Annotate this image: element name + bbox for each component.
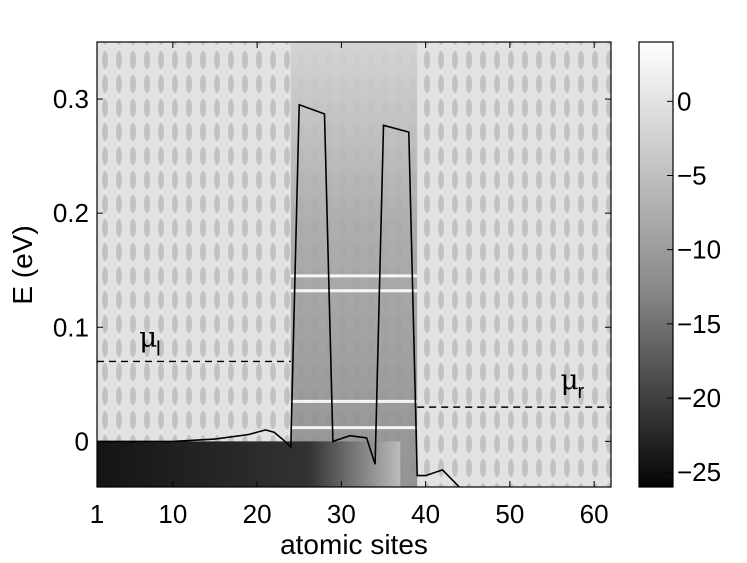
colorbar-ticks: 0 −5 −10 −15 −20 −25 — [667, 86, 721, 487]
bottom-left-region — [97, 441, 401, 487]
colorbar-tick-label: −15 — [677, 309, 721, 339]
plot-area — [96, 41, 612, 488]
colorbar: 0 −5 −10 −15 −20 −25 — [638, 41, 721, 488]
heatmap-shading — [97, 42, 418, 487]
y-axis-title: E (eV) — [7, 225, 38, 304]
colorbar-tick-label: −5 — [677, 161, 707, 191]
x-tick-label: 1 — [90, 499, 104, 529]
x-tick-label: 40 — [411, 499, 440, 529]
chemical-potential-subscript: r — [577, 381, 584, 403]
plot-frame — [96, 41, 612, 488]
band-profile-line — [97, 103, 463, 487]
x-tick-label: 30 — [327, 499, 356, 529]
resonance-levels — [290, 274, 418, 430]
x-axis: 1 10 20 30 40 50 60 — [90, 42, 609, 529]
x-tick-label: 20 — [243, 499, 272, 529]
chemical-potential-label: μ — [560, 363, 578, 396]
y-tick-label: 0.1 — [53, 312, 89, 342]
y-tick-label: 0.3 — [53, 84, 89, 114]
chemical-potential-label: μ — [139, 320, 157, 353]
colorbar-gradient — [638, 41, 674, 488]
colorbar-tick-label: 0 — [677, 86, 691, 116]
barrier-region — [290, 42, 418, 487]
colorbar-tick-label: −10 — [677, 235, 721, 265]
x-axis-title: atomic sites — [280, 529, 428, 560]
chemical-potential-subscript: l — [156, 338, 160, 360]
y-tick-label: 0 — [75, 426, 89, 456]
chemical-potential-lines — [97, 360, 611, 408]
x-tick-label: 10 — [158, 499, 187, 529]
x-tick-label: 60 — [580, 499, 609, 529]
x-tick-label: 50 — [495, 499, 524, 529]
colorbar-tick-label: −20 — [677, 383, 721, 413]
y-axis: 0 0.1 0.2 0.3 — [53, 84, 611, 456]
colorbar-tick-label: −25 — [677, 457, 721, 487]
y-tick-label: 0.2 — [53, 198, 89, 228]
